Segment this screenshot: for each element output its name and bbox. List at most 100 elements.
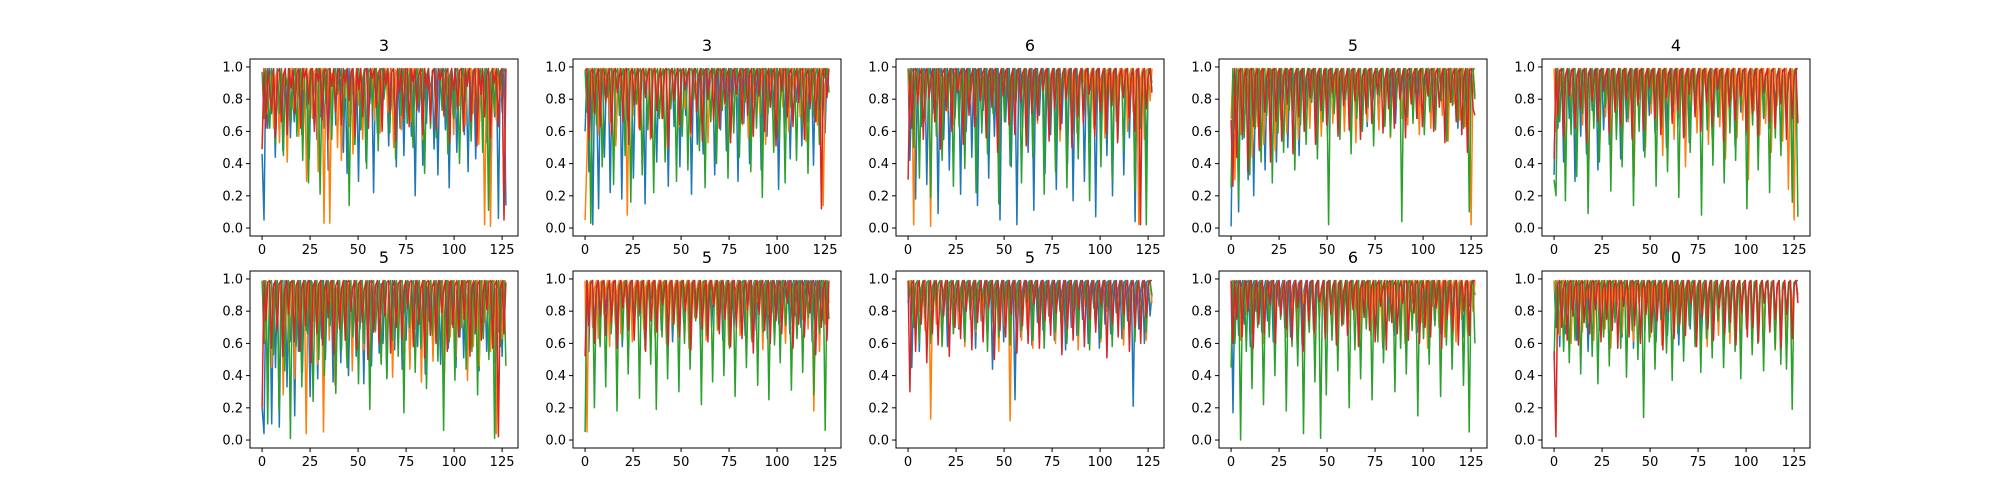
y-tick-label: 1.0: [222, 60, 243, 75]
x-tick-label: 100: [1734, 243, 1759, 258]
series-line-4: [584, 279, 830, 357]
x-tick-label: 50: [673, 243, 690, 258]
y-tick-label: 0.2: [868, 189, 889, 204]
x-tick-label: 100: [1734, 455, 1759, 470]
y-tick-label: 1.0: [1514, 272, 1535, 287]
y-tick-label: 0.2: [545, 401, 566, 416]
series-line-4: [1553, 67, 1799, 159]
y-tick-label: 0.8: [868, 93, 889, 108]
y-tick-label: 1.0: [222, 272, 243, 287]
y-tick-label: 0.8: [222, 305, 243, 320]
x-tick-label: 125: [1459, 243, 1484, 258]
x-tick-label: 125: [1782, 455, 1807, 470]
series-line-4: [584, 67, 830, 210]
y-tick-label: 0.6: [868, 125, 889, 140]
x-tick-label: 0: [904, 455, 912, 470]
y-tick-label: 1.0: [545, 60, 566, 75]
y-tick-label: 0.6: [1191, 125, 1212, 140]
x-tick-label: 75: [1690, 243, 1707, 258]
y-tick-label: 0.2: [1191, 189, 1212, 204]
axes-frame: [572, 270, 842, 449]
axes-frame: [1218, 58, 1488, 237]
subplot-5: 4 0 25 50 75 100 125 0.0 0.2 0.4 0.6 0.8 1.0: [1514, 36, 1811, 258]
x-tick-label: 50: [673, 455, 690, 470]
y-tick-label: 0.8: [545, 93, 566, 108]
y-tick-label: 0.6: [868, 337, 889, 352]
y-tick-label: 0.4: [1514, 369, 1535, 384]
x-tick-label: 75: [721, 243, 738, 258]
axes-frame: [1218, 270, 1488, 449]
x-tick-label: 0: [1550, 243, 1558, 258]
x-tick-label: 125: [490, 243, 515, 258]
y-tick-label: 1.0: [1191, 272, 1212, 287]
y-tick-label: 0.6: [1514, 337, 1535, 352]
y-tick-label: 0.4: [1514, 157, 1535, 172]
x-tick-label: 75: [398, 455, 415, 470]
x-tick-label: 100: [765, 455, 790, 470]
y-tick-label: 0.8: [222, 93, 243, 108]
y-tick-label: 0.4: [868, 369, 889, 384]
x-tick-label: 25: [1271, 455, 1288, 470]
x-tick-label: 0: [258, 243, 266, 258]
subplot-3: 6 0 25 50 75 100 125 0.0 0.2 0.4 0.6 0.8 1.0: [868, 36, 1165, 258]
y-tick-label: 0.2: [545, 189, 566, 204]
axes-frame: [249, 270, 519, 449]
series-line-2: [1553, 67, 1799, 221]
subplot-1: 3 0 25 50 75 100 125 0.0 0.2 0.4 0.6 0.8 1.0: [222, 36, 519, 258]
x-tick-label: 50: [350, 455, 367, 470]
x-tick-label: 25: [302, 455, 319, 470]
y-tick-label: 0.6: [545, 337, 566, 352]
panel-title: 0: [1671, 248, 1681, 267]
y-tick-label: 1.0: [868, 272, 889, 287]
y-tick-label: 0.0: [1514, 434, 1535, 449]
series-line-3: [584, 67, 830, 224]
y-tick-label: 0.4: [1191, 157, 1212, 172]
y-tick-label: 0.6: [222, 125, 243, 140]
x-tick-label: 25: [1594, 455, 1611, 470]
series-line-4: [1230, 279, 1475, 353]
y-tick-label: 0.2: [1514, 189, 1535, 204]
axes-frame: [1541, 270, 1811, 449]
axes-frame: [895, 58, 1165, 237]
y-tick-label: 0.2: [868, 401, 889, 416]
axes-frame: [249, 58, 519, 237]
x-tick-label: 25: [302, 243, 319, 258]
x-tick-label: 0: [581, 455, 589, 470]
x-tick-label: 100: [1088, 455, 1113, 470]
x-tick-label: 125: [1136, 243, 1161, 258]
y-tick-label: 0.0: [222, 434, 243, 449]
series-line-4: [907, 279, 1152, 393]
x-tick-label: 75: [1367, 455, 1384, 470]
y-tick-label: 0.0: [545, 222, 566, 237]
panel-title: 4: [1671, 36, 1681, 55]
y-tick-label: 0.0: [1191, 222, 1212, 237]
y-tick-label: 0.6: [1514, 125, 1535, 140]
subplot-2: 3 0 25 50 75 100 125 0.0 0.2 0.4 0.6 0.8 1.0: [545, 36, 842, 258]
series-line-3: [261, 67, 507, 212]
x-tick-label: 100: [765, 243, 790, 258]
x-tick-label: 0: [1227, 243, 1235, 258]
panel-title: 3: [379, 36, 389, 55]
y-tick-label: 0.0: [1514, 222, 1535, 237]
x-tick-label: 50: [996, 243, 1013, 258]
panel-title: 5: [1348, 36, 1358, 55]
series-line-4: [1230, 67, 1476, 187]
y-tick-label: 0.2: [1514, 401, 1535, 416]
x-tick-label: 75: [1044, 243, 1061, 258]
y-tick-label: 1.0: [1514, 60, 1535, 75]
x-tick-label: 100: [442, 243, 467, 258]
y-tick-label: 0.0: [222, 222, 243, 237]
x-tick-label: 100: [442, 455, 467, 470]
series-line-4: [1553, 279, 1799, 438]
x-tick-label: 50: [1319, 455, 1336, 470]
x-tick-label: 25: [1594, 243, 1611, 258]
y-tick-label: 0.6: [1191, 337, 1212, 352]
x-tick-label: 100: [1411, 455, 1436, 470]
axes-frame: [572, 58, 842, 237]
series-line-4: [261, 67, 507, 221]
panel-title: 5: [379, 248, 389, 267]
y-tick-label: 0.4: [868, 157, 889, 172]
